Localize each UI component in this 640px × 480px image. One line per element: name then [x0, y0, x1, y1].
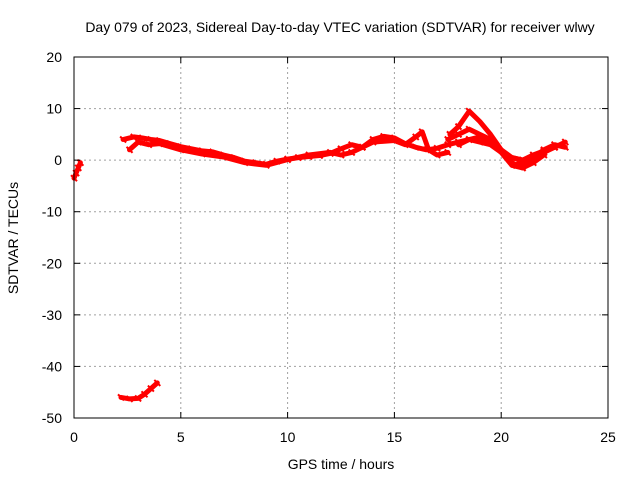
y-tick-label: -40 [42, 358, 62, 374]
data-point [347, 148, 356, 157]
y-tick-label: -20 [42, 255, 62, 271]
data-point [155, 139, 164, 148]
x-axis-label: GPS time / hours [287, 456, 395, 472]
data-point [390, 136, 399, 145]
y-tick-label: 10 [46, 101, 62, 117]
data-point [444, 135, 452, 144]
x-tick-label: 5 [177, 429, 185, 445]
data-point [444, 148, 452, 157]
data-point [433, 151, 441, 159]
data-point [241, 159, 249, 167]
data-point [540, 148, 548, 157]
y-tick-label: -50 [42, 410, 62, 426]
data-point [153, 379, 162, 387]
data-point [412, 133, 420, 141]
data-point [147, 384, 155, 393]
data-point [476, 138, 484, 146]
data-point [74, 164, 82, 172]
data-point [486, 140, 495, 149]
data-point [358, 143, 367, 151]
data-point [518, 164, 527, 172]
chart-title: Day 079 of 2023, Sidereal Day-to-day VTE… [85, 19, 595, 35]
data-point [117, 393, 125, 402]
data-point [486, 130, 495, 139]
data-point [454, 140, 463, 149]
data-point [465, 125, 473, 133]
data-point [424, 146, 433, 154]
data-point [125, 146, 134, 154]
data-point [134, 394, 142, 403]
data-point [486, 135, 495, 144]
data-point [454, 122, 463, 131]
data-point [380, 132, 388, 141]
data-point [119, 135, 127, 144]
data-point [198, 150, 206, 158]
data-point [412, 143, 420, 151]
y-tick-label: 20 [46, 49, 62, 65]
data-point [454, 130, 463, 139]
data-point [518, 159, 527, 167]
data-point [283, 155, 292, 164]
x-tick-label: 20 [493, 429, 509, 445]
data-point [337, 145, 345, 153]
data-point [508, 153, 516, 162]
y-axis-label: SDTVAR / TECUs [5, 181, 21, 295]
data-point [418, 128, 426, 136]
x-tick-label: 10 [280, 429, 296, 445]
x-tick-label: 15 [387, 429, 403, 445]
data-point [305, 151, 313, 159]
y-tick-label: 0 [54, 152, 62, 168]
plot-frame [73, 56, 609, 419]
data-point [497, 148, 505, 157]
data-point [433, 144, 441, 152]
data-point [134, 138, 142, 146]
data-point [369, 138, 377, 146]
data-point [529, 153, 537, 162]
data-point [444, 140, 452, 149]
data-point [219, 153, 228, 161]
y-tick-label: -10 [42, 204, 62, 220]
data-point [337, 151, 345, 159]
data-point [401, 140, 409, 149]
data-point [138, 134, 147, 142]
data-point [476, 130, 484, 139]
data-point [140, 390, 149, 398]
series-late-track [509, 139, 568, 168]
x-tick-label: 25 [600, 429, 616, 445]
series-start-segment [71, 160, 83, 181]
y-tick-label: -30 [42, 307, 62, 323]
data-point [465, 135, 473, 144]
data-point [326, 148, 335, 157]
data-point [561, 138, 569, 146]
data-point [465, 107, 473, 115]
data-point [508, 161, 516, 170]
data-point [347, 140, 356, 149]
data-point [76, 159, 85, 167]
data-point [145, 140, 153, 149]
x-tick-label: 0 [70, 429, 78, 445]
data-point [262, 161, 270, 170]
data-point [125, 395, 134, 403]
data-point [550, 143, 559, 151]
data-point [147, 135, 155, 144]
data-point [177, 146, 185, 154]
data-point [476, 117, 484, 126]
